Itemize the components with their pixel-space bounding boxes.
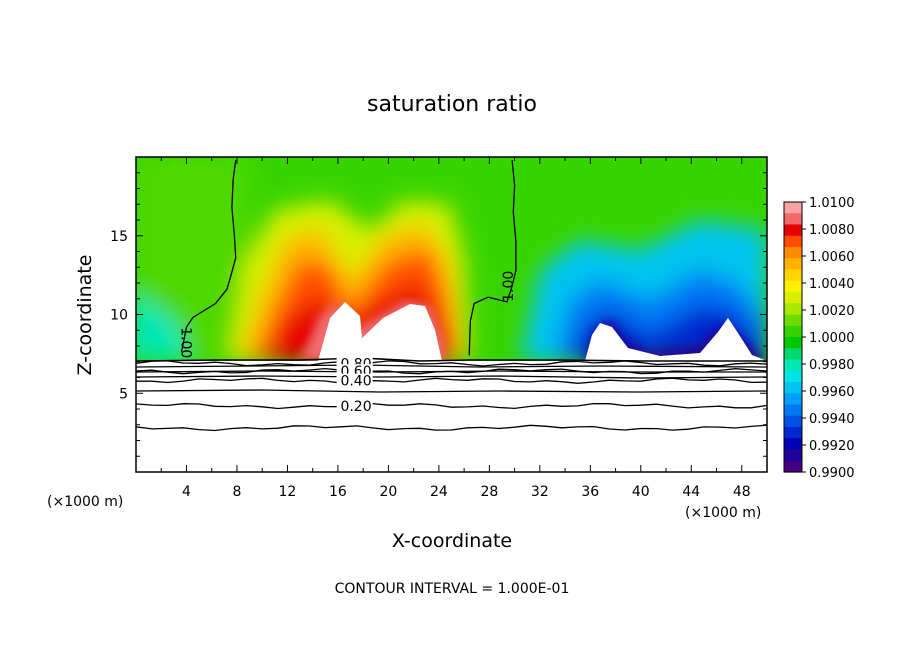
x-tick-label: 16 [329,484,347,500]
colorbar-label: 1.0100 [809,196,855,211]
colorbar-swatch [784,393,802,406]
colorbar-swatch [784,460,802,473]
colorbar-swatch [784,314,802,327]
colorbar-swatch [784,235,802,248]
contour-line-extra-3 [136,375,767,379]
x-tick-label: 36 [581,484,599,500]
colorbar-swatch [784,449,802,462]
x-tick-label: 32 [531,484,549,500]
y-tick-marks [136,172,767,457]
contour-label-1-00-east: 1.00 [501,271,517,302]
colorbar-label: 1.0020 [809,304,855,319]
colorbar-swatches [784,202,802,473]
colorbar-swatch [784,348,802,361]
x-tick-marks [160,157,743,472]
colorbar-swatch [784,382,802,394]
contour-line-extra-2 [136,370,767,373]
contour-label-background [336,398,373,412]
colorbar-label: 1.0040 [809,277,855,292]
field-west-cyan [136,294,190,361]
colorbar-swatch [784,258,802,271]
colorbar-labels: 1.0100 1.0080 1.0060 1.0040 1.0020 1.000… [809,196,855,481]
x-tick-label: 8 [232,484,241,500]
x-tick-label: 4 [182,484,191,500]
x-axis-label: X-coordinate [392,530,512,552]
y-tick-label: 5 [119,386,128,402]
colorbar-label: 0.9980 [809,358,855,373]
x-tick-label: 24 [430,484,448,500]
supersaturated-region-left [318,302,442,361]
contour-label-1-00-west: 1.00 [177,327,193,358]
colorbar-label: 0.9920 [809,439,855,454]
x-unit-label-left: (×1000 m) [47,494,123,510]
colorbar-label: 0.9900 [809,466,855,481]
chart-title: saturation ratio [367,92,537,117]
x-unit-label-right: (×1000 m) [685,505,761,521]
colorbar-label: 1.0080 [809,223,855,238]
colorbar: 1.0100 1.0080 1.0060 1.0040 1.0020 1.000… [783,196,855,481]
contour-line-extra-1 [136,364,767,368]
contour-line-1-00-east [468,160,517,356]
x-tick-label: 12 [279,484,297,500]
colorbar-swatch [784,415,802,428]
x-tick-label: 48 [733,484,751,500]
colorbar-swatch [784,269,802,282]
contour-interval-note: CONTOUR INTERVAL = 1.000E-01 [335,581,570,597]
contour-line-extra-4 [136,389,767,393]
colorbar-label: 1.0000 [809,331,855,346]
saturation-field [136,157,767,361]
contour-line-0-40 [136,377,767,384]
colorbar-swatch [784,224,802,237]
contour-label-0-40: 0.40 [340,374,371,390]
y-axis-label: Z-coordinate [74,255,96,376]
contour-line-0-80 [136,360,767,367]
colorbar-swatch [784,337,802,349]
x-tick-label: 20 [379,484,397,500]
contour-labels: 1.00 1.00 0.80 0.60 0.40 0.20 [177,271,517,415]
colorbar-label: 0.9960 [809,385,855,400]
colorbar-swatch [784,438,802,451]
contour-label-0-20: 0.20 [340,399,371,415]
contour-line-0-20 [136,402,767,410]
x-tick-label: 28 [480,484,498,500]
colorbar-swatch [784,292,802,304]
colorbar-label: 0.9940 [809,412,855,427]
colorbar-swatch [784,427,802,439]
colorbar-swatch [784,213,802,226]
contour-line-1-00-west [180,160,237,353]
x-axis: 4 8 12 16 20 24 28 32 36 40 44 48 (×1000… [47,157,761,552]
x-tick-label: 44 [682,484,700,500]
colorbar-swatch [784,247,802,259]
x-tick-label: 40 [632,484,650,500]
colorbar-swatch [784,359,802,372]
colorbar-swatch [784,303,802,316]
colorbar-swatch [784,404,802,417]
x-tick-labels: 4 8 12 16 20 24 28 32 36 40 44 48 [182,484,751,500]
plot-area: 1.00 1.00 0.80 0.60 0.40 0.20 [135,156,768,473]
colorbar-swatch [784,325,802,338]
colorbar-swatch [784,202,802,214]
contour-line-top-boundary [136,357,767,362]
colorbar-tick-marks [802,201,806,473]
supersaturated-region-right [585,318,767,361]
y-axis: 5 10 15 Z-coordinate [74,172,767,457]
colorbar-label: 1.0060 [809,250,855,265]
contour-line-lowest [136,424,767,432]
y-tick-label: 15 [110,229,128,245]
contour-label-background [336,373,373,387]
y-tick-label: 10 [110,308,128,324]
contour-lines [136,160,767,432]
colorbar-swatch [784,280,802,293]
colorbar-swatch [784,370,802,383]
